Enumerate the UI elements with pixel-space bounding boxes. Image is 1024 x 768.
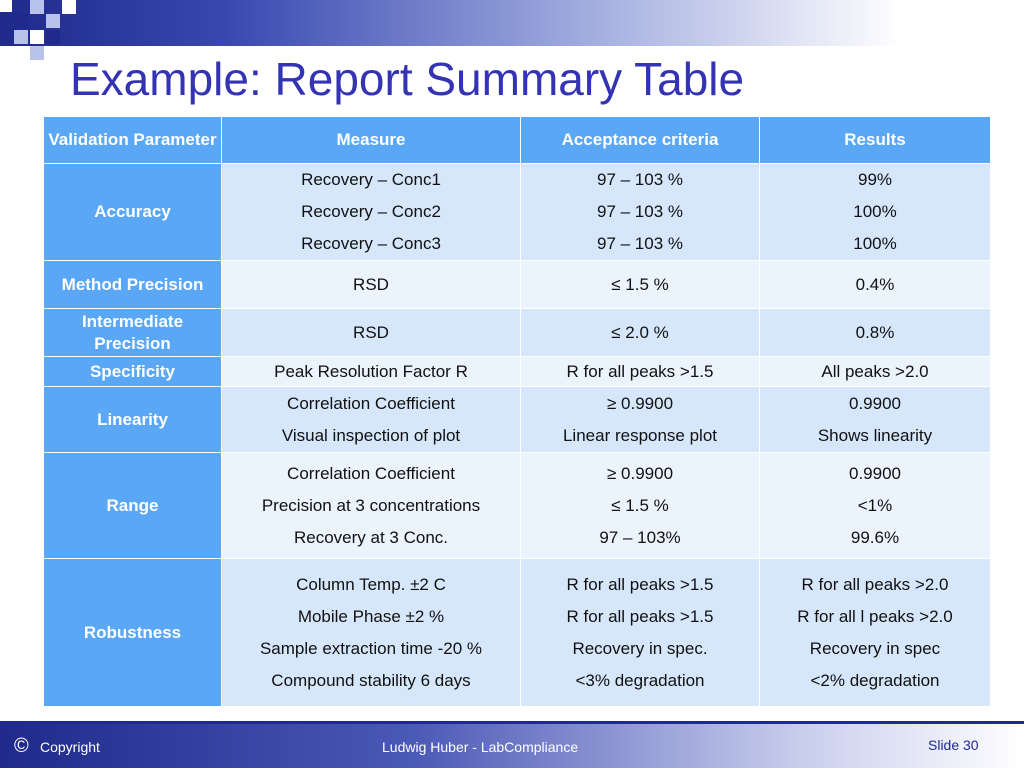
header-band — [0, 0, 1024, 46]
result-cell: 0.9900 <1% 99.6% — [759, 452, 991, 559]
criteria-cell: ≥ 0.9900 Linear response plot — [520, 386, 760, 453]
criteria-line: 97 – 103% — [599, 527, 681, 547]
result-line: 100% — [853, 234, 897, 253]
criteria-line: <3% degradation — [575, 670, 705, 690]
criteria-line: ≥ 0.9900 — [606, 463, 674, 483]
criteria-line: 97 – 103 % — [596, 234, 683, 253]
result-cell: 0.9900 Shows linearity — [759, 386, 991, 453]
result-line: 0.9900 — [849, 393, 901, 413]
header-row: Validation Parameter Measure Acceptance … — [43, 116, 991, 164]
criteria-line: 97 – 103 % — [596, 202, 683, 221]
result-cell: All peaks >2.0 — [759, 356, 991, 387]
decor-square — [46, 30, 60, 44]
criteria-line: R for all peaks >1.5 — [566, 606, 714, 626]
measure-cell: RSD — [221, 260, 521, 309]
table-row-intermediate-precision: Intermediate Precision RSD ≤ 2.0 % 0.8% — [43, 308, 991, 357]
parameter-cell: Range — [43, 452, 222, 559]
measure-line: Mobile Phase ±2 % — [297, 606, 445, 626]
result-line: <1% — [857, 495, 893, 515]
measure-line: Column Temp. ±2 C — [296, 574, 446, 594]
measure-line: Recovery – Conc1 — [301, 170, 441, 189]
measure-line: Recovery at 3 Conc. — [293, 527, 448, 547]
decor-square — [30, 46, 44, 60]
column-header-results: Results — [759, 116, 991, 164]
criteria-line: 97 – 103 % — [596, 170, 683, 189]
footer-divider — [0, 721, 1024, 724]
table-row-robustness: Robustness Column Temp. ±2 C Mobile Phas… — [43, 558, 991, 707]
result-cell: 99% 100% 100% — [759, 163, 991, 261]
result-line: 0.9900 — [849, 463, 901, 483]
measure-line: Correlation Coefficient — [287, 463, 455, 483]
criteria-cell: R for all peaks >1.5 — [520, 356, 760, 387]
result-line: 99% — [857, 170, 893, 189]
measure-cell: RSD — [221, 308, 521, 357]
decor-square — [14, 14, 28, 28]
result-line: R for all peaks >2.0 — [801, 574, 949, 594]
decor-square — [62, 0, 76, 14]
parameter-cell: Intermediate Precision — [43, 308, 222, 357]
criteria-cell: R for all peaks >1.5 R for all peaks >1.… — [520, 558, 760, 707]
measure-cell: Peak Resolution Factor R — [221, 356, 521, 387]
table-row-method-precision: Method Precision RSD ≤ 1.5 % 0.4% — [43, 260, 991, 309]
measure-line: Compound stability 6 days — [271, 670, 471, 690]
measure-cell: Correlation Coefficient Visual inspectio… — [221, 386, 521, 453]
measure-cell: Column Temp. ±2 C Mobile Phase ±2 % Samp… — [221, 558, 521, 707]
measure-line: Precision at 3 concentrations — [261, 495, 481, 515]
column-header-parameter: Validation Parameter — [43, 116, 222, 164]
parameter-cell: Linearity — [43, 386, 222, 453]
measure-line: Visual inspection of plot — [281, 425, 461, 445]
measure-cell: Correlation Coefficient Precision at 3 c… — [221, 452, 521, 559]
criteria-cell: ≤ 2.0 % — [520, 308, 760, 357]
parameter-cell: Robustness — [43, 558, 222, 707]
result-line: <2% degradation — [810, 670, 940, 690]
author-label: Ludwig Huber - LabCompliance — [382, 739, 579, 755]
measure-line: Recovery – Conc2 — [301, 202, 441, 221]
footer-band — [0, 724, 1024, 768]
copyright-icon: © — [14, 735, 29, 757]
table-row-range: Range Correlation Coefficient Precision … — [43, 452, 991, 559]
column-header-criteria: Acceptance criteria — [520, 116, 760, 164]
criteria-line: ≥ 0.9900 — [606, 393, 674, 413]
criteria-cell: ≤ 1.5 % — [520, 260, 760, 309]
measure-line: Correlation Coefficient — [287, 393, 455, 413]
table-row-accuracy: Accuracy Recovery – Conc1 Recovery – Con… — [43, 163, 991, 261]
measure-line: Sample extraction time -20 % — [259, 638, 483, 658]
result-line: 100% — [853, 202, 897, 221]
decor-square — [30, 0, 44, 14]
criteria-line: ≤ 1.5 % — [611, 495, 669, 515]
copyright-label: Copyright — [40, 739, 100, 755]
result-line: 99.6% — [850, 527, 900, 547]
measure-line: Recovery – Conc3 — [301, 234, 441, 253]
result-line: Shows linearity — [817, 425, 933, 445]
decor-square — [14, 30, 28, 44]
page-title: Example: Report Summary Table — [70, 53, 745, 105]
column-header-measure: Measure — [221, 116, 521, 164]
criteria-cell: 97 – 103 % 97 – 103 % 97 – 103 % — [520, 163, 760, 261]
result-line: Recovery in spec — [809, 638, 941, 658]
table-row-linearity: Linearity Correlation Coefficient Visual… — [43, 386, 991, 453]
parameter-cell: Method Precision — [43, 260, 222, 309]
parameter-cell: Accuracy — [43, 163, 222, 261]
decor-square — [30, 30, 44, 44]
criteria-line: Recovery in spec. — [572, 638, 708, 658]
slide-number: Slide 30 — [928, 737, 979, 753]
result-cell: R for all peaks >2.0 R for all l peaks >… — [759, 558, 991, 707]
decor-square — [0, 0, 12, 12]
table-row-specificity: Specificity Peak Resolution Factor R R f… — [43, 356, 991, 387]
result-cell: 0.8% — [759, 308, 991, 357]
criteria-cell: ≥ 0.9900 ≤ 1.5 % 97 – 103% — [520, 452, 760, 559]
measure-cell: Recovery – Conc1 Recovery – Conc2 Recove… — [221, 163, 521, 261]
criteria-line: R for all peaks >1.5 — [566, 574, 714, 594]
result-line: R for all l peaks >2.0 — [797, 606, 953, 626]
summary-table: Validation Parameter Measure Acceptance … — [43, 116, 991, 707]
criteria-line: Linear response plot — [562, 425, 718, 445]
decor-square — [46, 14, 60, 28]
parameter-cell: Specificity — [43, 356, 222, 387]
result-cell: 0.4% — [759, 260, 991, 309]
